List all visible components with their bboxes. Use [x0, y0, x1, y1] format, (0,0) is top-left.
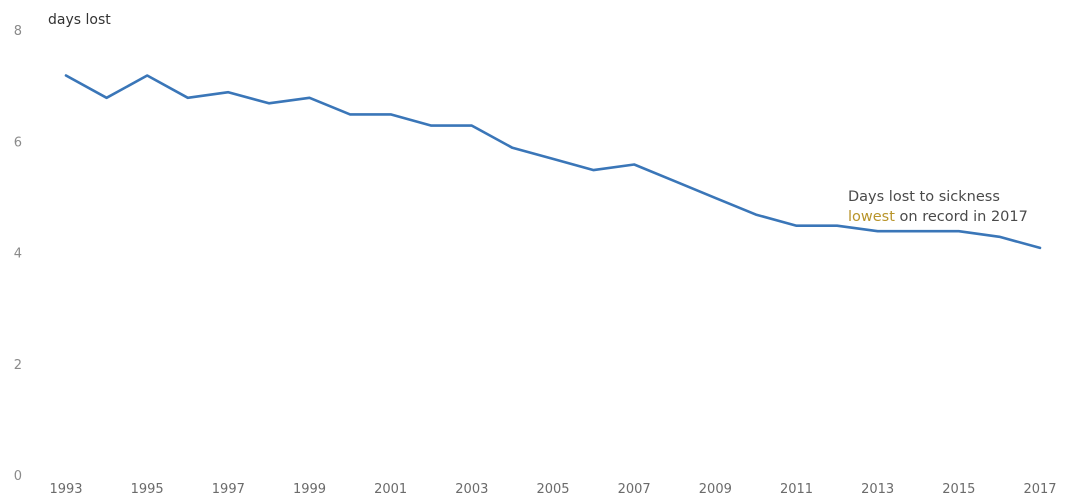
y-tick-label: 4 — [14, 247, 22, 262]
x-tick-label: 1999 — [293, 482, 326, 497]
annotation-rest: on record in 2017 — [895, 209, 1028, 225]
annotation-highlight: lowest — [848, 209, 895, 225]
annotation-line-2: lowest on record in 2017 — [848, 209, 1028, 225]
y-axis-label: days lost — [48, 12, 111, 28]
x-tick-label: 1997 — [212, 482, 245, 497]
x-tick-label: 2009 — [699, 482, 732, 497]
x-tick-label: 1993 — [49, 482, 82, 497]
annotation: Days lost to sickness lowest on record i… — [848, 189, 1028, 225]
x-tick-label: 2007 — [618, 482, 651, 497]
x-tick-label: 2003 — [455, 482, 488, 497]
series-group — [64, 74, 1042, 250]
x-tick-label: 2005 — [536, 482, 569, 497]
annotation-line-1: Days lost to sickness — [848, 189, 1000, 205]
x-tick-label: 2015 — [942, 482, 975, 497]
y-tick-label: 0 — [14, 469, 22, 484]
x-tick-label: 2017 — [1023, 482, 1056, 497]
x-tick-label: 2001 — [374, 482, 407, 497]
x-tick-label: 1995 — [131, 482, 164, 497]
x-tick-label: 2011 — [780, 482, 813, 497]
x-tick-label: 2013 — [861, 482, 894, 497]
series-line — [64, 74, 1042, 250]
x-axis-ticks: 1993 1995 1997 1999 2001 2003 2005 2007 2009 2011… — [49, 482, 1056, 497]
y-tick-label: 8 — [14, 24, 22, 39]
y-axis-ticks: 0 2 4 6 8 — [14, 24, 22, 484]
y-tick-label: 2 — [14, 358, 22, 373]
y-tick-label: 6 — [14, 135, 22, 150]
